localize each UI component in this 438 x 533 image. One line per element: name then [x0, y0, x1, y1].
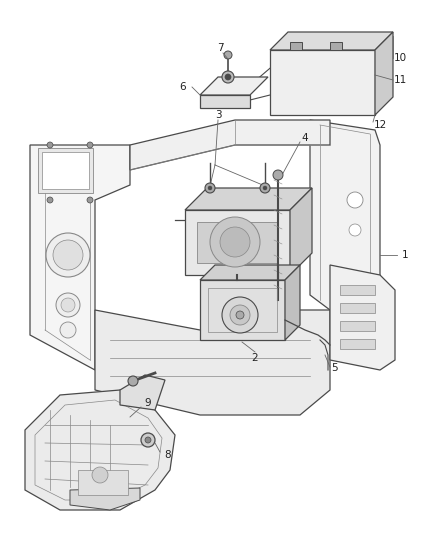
Polygon shape [120, 375, 165, 410]
Polygon shape [375, 32, 393, 115]
Circle shape [87, 197, 93, 203]
Circle shape [128, 376, 138, 386]
Circle shape [145, 437, 151, 443]
Bar [185, 210, 290, 275]
Circle shape [224, 51, 232, 59]
Polygon shape [200, 77, 268, 95]
Bar [330, 42, 342, 50]
Polygon shape [285, 265, 300, 340]
Circle shape [260, 183, 270, 193]
Polygon shape [185, 188, 312, 210]
Text: 1: 1 [402, 250, 408, 260]
Bar [200, 280, 285, 340]
Bar [270, 50, 375, 115]
Bar [290, 42, 302, 50]
Bar [38, 148, 93, 193]
Circle shape [61, 298, 75, 312]
Circle shape [141, 433, 155, 447]
Bar [340, 303, 375, 313]
Circle shape [220, 227, 250, 257]
Polygon shape [200, 95, 250, 108]
Circle shape [205, 183, 215, 193]
Circle shape [87, 142, 93, 148]
Text: 2: 2 [252, 353, 258, 363]
Text: 6: 6 [180, 82, 186, 92]
Circle shape [222, 71, 234, 83]
Polygon shape [330, 265, 395, 370]
Text: 8: 8 [165, 450, 171, 460]
Polygon shape [30, 145, 130, 370]
Text: 11: 11 [393, 75, 406, 85]
Circle shape [263, 186, 267, 190]
Circle shape [222, 297, 258, 333]
Circle shape [349, 224, 361, 236]
Circle shape [47, 197, 53, 203]
Polygon shape [290, 188, 312, 275]
Circle shape [347, 192, 363, 208]
Text: 10: 10 [393, 53, 406, 63]
Polygon shape [95, 310, 330, 415]
Bar [340, 285, 375, 295]
Polygon shape [130, 120, 330, 170]
Text: 12: 12 [373, 120, 387, 130]
Circle shape [230, 305, 250, 325]
Text: 7: 7 [217, 43, 223, 53]
Bar [78, 470, 128, 495]
Circle shape [273, 170, 283, 180]
Circle shape [236, 311, 244, 319]
Circle shape [46, 233, 90, 277]
Text: 3: 3 [215, 110, 221, 120]
Circle shape [208, 186, 212, 190]
Polygon shape [270, 32, 393, 50]
Polygon shape [310, 120, 380, 310]
Circle shape [225, 74, 231, 80]
Circle shape [210, 217, 260, 267]
Circle shape [92, 467, 108, 483]
Text: 5: 5 [332, 363, 338, 373]
Bar [208, 288, 277, 332]
Polygon shape [70, 488, 140, 510]
Bar [42, 152, 89, 189]
Text: 9: 9 [145, 398, 151, 408]
Text: 4: 4 [302, 133, 308, 143]
Circle shape [56, 293, 80, 317]
Polygon shape [200, 265, 300, 280]
Circle shape [60, 322, 76, 338]
Bar [340, 321, 375, 331]
Polygon shape [25, 390, 175, 510]
Bar [197, 222, 278, 263]
Bar [340, 339, 375, 349]
Circle shape [53, 240, 83, 270]
Circle shape [47, 142, 53, 148]
